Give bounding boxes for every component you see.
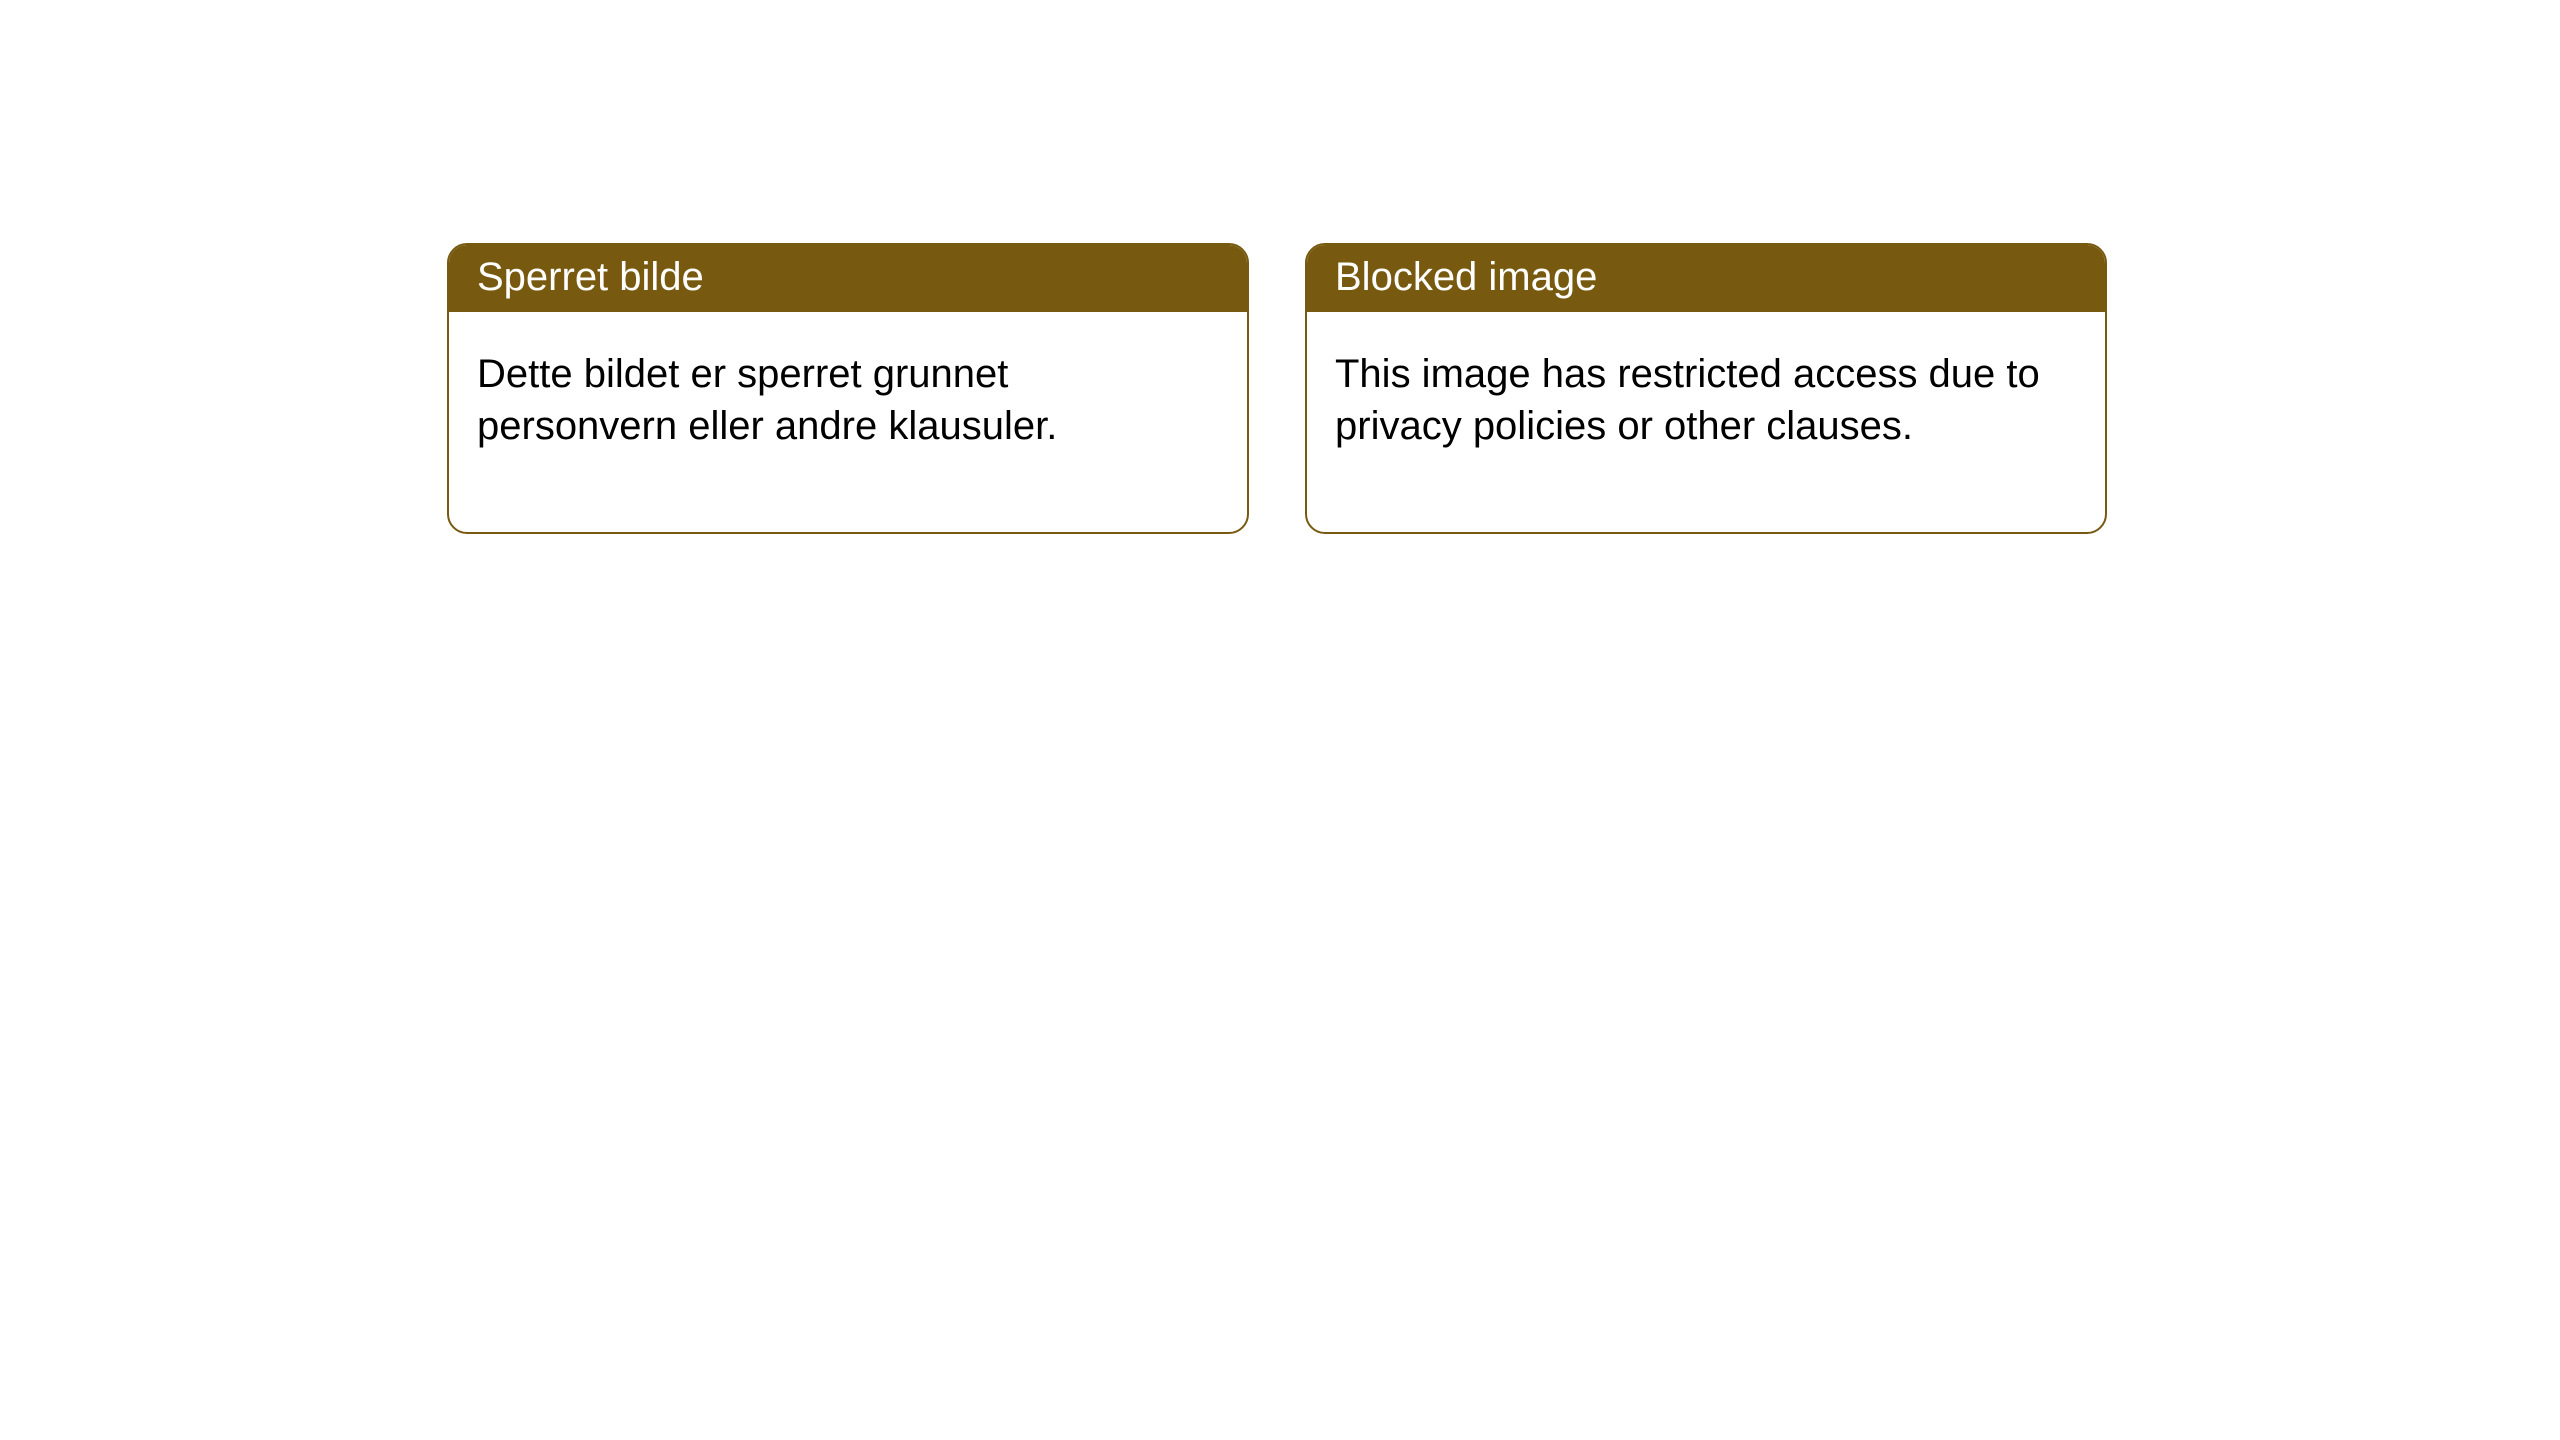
blocked-image-card-en: Blocked image This image has restricted … — [1305, 243, 2107, 534]
card-body: Dette bildet er sperret grunnet personve… — [449, 312, 1247, 532]
card-header: Sperret bilde — [449, 245, 1247, 312]
cards-container: Sperret bilde Dette bildet er sperret gr… — [0, 0, 2560, 534]
card-header: Blocked image — [1307, 245, 2105, 312]
blocked-image-card-no: Sperret bilde Dette bildet er sperret gr… — [447, 243, 1249, 534]
card-body: This image has restricted access due to … — [1307, 312, 2105, 532]
